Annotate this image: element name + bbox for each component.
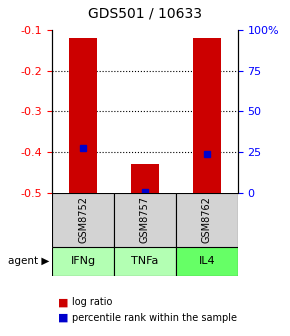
Text: GSM8762: GSM8762	[202, 196, 212, 243]
FancyBboxPatch shape	[114, 247, 176, 276]
Text: ■: ■	[58, 297, 68, 307]
Text: agent ▶: agent ▶	[8, 256, 49, 266]
FancyBboxPatch shape	[176, 193, 238, 247]
Text: GSM8752: GSM8752	[78, 196, 88, 243]
Bar	[131, 164, 159, 193]
Text: IL4: IL4	[199, 256, 215, 266]
FancyBboxPatch shape	[176, 247, 238, 276]
Bar	[193, 38, 221, 193]
Text: TNFa: TNFa	[131, 256, 159, 266]
Bar	[69, 38, 97, 193]
Text: log ratio: log ratio	[72, 297, 113, 307]
Text: percentile rank within the sample: percentile rank within the sample	[72, 312, 238, 323]
FancyBboxPatch shape	[52, 193, 114, 247]
Text: GDS501 / 10633: GDS501 / 10633	[88, 6, 202, 20]
Text: IFNg: IFNg	[70, 256, 96, 266]
Text: GSM8757: GSM8757	[140, 196, 150, 243]
FancyBboxPatch shape	[52, 247, 114, 276]
FancyBboxPatch shape	[114, 193, 176, 247]
Text: ■: ■	[58, 312, 68, 323]
